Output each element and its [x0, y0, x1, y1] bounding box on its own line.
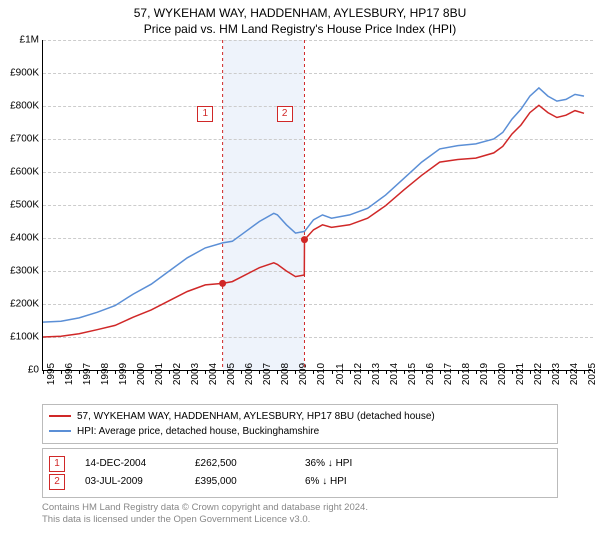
x-tick — [151, 370, 152, 374]
svg-layer — [43, 40, 593, 370]
y-axis-label: £500K — [10, 199, 39, 210]
legend-item: 57, WYKEHAM WAY, HADDENHAM, AYLESBURY, H… — [49, 409, 551, 424]
y-axis-label: £600K — [10, 166, 39, 177]
x-tick — [115, 370, 116, 374]
y-axis-label: £100K — [10, 331, 39, 342]
y-axis-label: £300K — [10, 265, 39, 276]
x-tick — [332, 370, 333, 374]
y-axis-label: £400K — [10, 232, 39, 243]
x-tick — [277, 370, 278, 374]
event-date: 14-DEC-2004 — [85, 455, 175, 473]
footer-line: Contains HM Land Registry data © Crown c… — [42, 502, 558, 514]
x-tick — [476, 370, 477, 374]
x-tick — [133, 370, 134, 374]
x-tick — [187, 370, 188, 374]
legend-label: HPI: Average price, detached house, Buck… — [77, 424, 319, 439]
y-axis-label: £1M — [20, 34, 39, 45]
series-hpi — [43, 87, 584, 321]
event-number: 2 — [49, 474, 65, 490]
event-pct: 36% ↓ HPI — [305, 455, 395, 473]
x-tick — [584, 370, 585, 374]
chart-subtitle: Price paid vs. HM Land Registry's House … — [0, 22, 600, 40]
x-tick — [97, 370, 98, 374]
x-tick — [169, 370, 170, 374]
x-tick — [223, 370, 224, 374]
x-tick — [241, 370, 242, 374]
event-pct: 6% ↓ HPI — [305, 473, 395, 491]
x-tick — [440, 370, 441, 374]
x-tick — [205, 370, 206, 374]
legend-swatch — [49, 430, 71, 432]
x-tick — [368, 370, 369, 374]
event-marker: 2 — [277, 106, 293, 122]
legend-swatch — [49, 415, 71, 417]
x-tick — [530, 370, 531, 374]
x-tick — [386, 370, 387, 374]
x-tick — [259, 370, 260, 374]
x-tick — [566, 370, 567, 374]
y-axis-label: £700K — [10, 133, 39, 144]
x-tick — [313, 370, 314, 374]
y-axis-label: £0 — [28, 364, 39, 375]
legend-item: HPI: Average price, detached house, Buck… — [49, 424, 551, 439]
y-axis-label: £800K — [10, 100, 39, 111]
x-tick — [61, 370, 62, 374]
y-axis-label: £200K — [10, 298, 39, 309]
chart-title: 57, WYKEHAM WAY, HADDENHAM, AYLESBURY, H… — [0, 0, 600, 22]
event-row: 2 03-JUL-2009 £395,000 6% ↓ HPI — [49, 473, 551, 491]
events-table: 1 14-DEC-2004 £262,500 36% ↓ HPI 2 03-JUL-200… — [42, 448, 558, 498]
x-tick — [494, 370, 495, 374]
x-tick — [43, 370, 44, 374]
x-tick — [458, 370, 459, 374]
chart-container: 57, WYKEHAM WAY, HADDENHAM, AYLESBURY, H… — [0, 0, 600, 560]
event-date: 03-JUL-2009 — [85, 473, 175, 491]
event-number: 1 — [49, 456, 65, 472]
x-tick — [79, 370, 80, 374]
event-price: £395,000 — [195, 473, 285, 491]
x-tick — [548, 370, 549, 374]
event-row: 1 14-DEC-2004 £262,500 36% ↓ HPI — [49, 455, 551, 473]
chart-area: £0£100K£200K£300K£400K£500K£600K£700K£80… — [42, 40, 592, 400]
legend: 57, WYKEHAM WAY, HADDENHAM, AYLESBURY, H… — [42, 404, 558, 444]
series-price_paid — [43, 105, 584, 337]
footer-line: This data is licensed under the Open Gov… — [42, 514, 558, 526]
x-tick — [422, 370, 423, 374]
y-axis-label: £900K — [10, 67, 39, 78]
x-tick — [404, 370, 405, 374]
x-tick — [512, 370, 513, 374]
event-marker: 1 — [197, 106, 213, 122]
legend-label: 57, WYKEHAM WAY, HADDENHAM, AYLESBURY, H… — [77, 409, 435, 424]
event-price: £262,500 — [195, 455, 285, 473]
x-tick — [350, 370, 351, 374]
x-tick — [295, 370, 296, 374]
plot-region: £0£100K£200K£300K£400K£500K£600K£700K£80… — [42, 40, 593, 371]
footer-attribution: Contains HM Land Registry data © Crown c… — [42, 502, 558, 527]
event-dot — [219, 279, 226, 286]
event-dot — [301, 236, 308, 243]
